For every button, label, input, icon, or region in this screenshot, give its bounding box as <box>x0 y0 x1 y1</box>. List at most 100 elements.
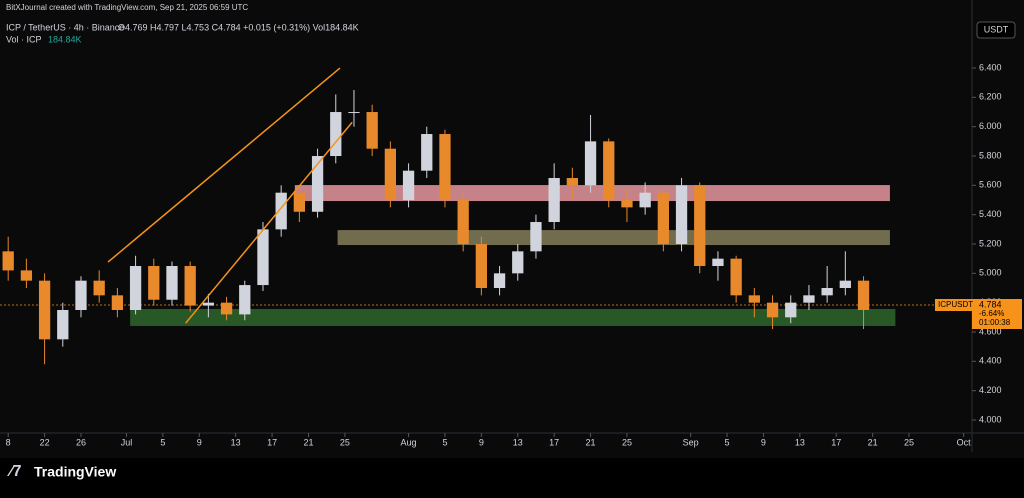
x-tick-label: 21 <box>868 437 878 447</box>
brand: TradingView <box>34 464 116 480</box>
candle-body <box>111 295 124 310</box>
candle-body <box>603 141 615 201</box>
x-tick-label: Sep <box>683 437 699 447</box>
candle-body <box>457 200 469 245</box>
x-tick-label: 5 <box>442 437 447 447</box>
x-tick-label: Aug <box>401 437 417 447</box>
y-tick-label: 6.400 <box>979 62 1002 72</box>
zone <box>294 185 890 202</box>
symbol-label: ICPUSDT <box>938 300 973 309</box>
candle-body <box>493 273 506 288</box>
logo-mark: ⁄7 <box>7 463 22 480</box>
y-tick-label: 4.000 <box>979 414 1002 424</box>
plot-bg <box>0 0 1024 458</box>
candle-body <box>93 280 105 296</box>
candle-body <box>839 280 851 288</box>
candle-body <box>766 302 779 318</box>
candle-body <box>785 302 797 318</box>
symbol: ICP / TetherUS · 4h · Binance <box>6 22 124 32</box>
credit: BitXJournal created with TradingView.com… <box>6 3 248 12</box>
y-tick-label: 4.200 <box>979 385 1002 395</box>
candle-body <box>148 266 160 300</box>
y-tick-label: 5.600 <box>979 180 1002 190</box>
candle-body <box>275 192 287 230</box>
candle-body <box>584 141 597 186</box>
candle-body <box>129 266 142 310</box>
candle-body <box>57 309 69 340</box>
candle-body <box>803 295 815 303</box>
y-tick-label: 5.200 <box>979 238 1002 248</box>
countdown: 01:00:38 <box>979 318 1011 327</box>
candle-body <box>439 134 451 201</box>
price-change: -6.64% <box>979 309 1004 318</box>
candle-body <box>202 302 215 306</box>
zone <box>130 308 896 326</box>
trendline <box>107 67 341 263</box>
candle-body <box>857 280 870 310</box>
x-tick-label: 13 <box>795 437 805 447</box>
candle-body <box>184 266 196 306</box>
candle-body <box>166 266 178 300</box>
candle-body <box>257 229 269 286</box>
x-tick-label: 21 <box>586 437 596 447</box>
candle-body <box>639 192 651 208</box>
x-tick-label: Oct <box>957 437 972 447</box>
x-tick-label: 5 <box>160 437 165 447</box>
x-tick-label: 13 <box>231 437 241 447</box>
x-tick-label: 25 <box>340 437 350 447</box>
candle-body <box>2 251 14 271</box>
candle-body <box>366 112 378 149</box>
x-tick-label: 8 <box>6 437 11 447</box>
candle-body <box>621 200 633 208</box>
x-tick-label: Jul <box>121 437 133 447</box>
candle-body <box>730 258 742 296</box>
y-tick-label: 4.400 <box>979 356 1002 366</box>
x-tick-label: 9 <box>479 437 484 447</box>
candle-body <box>675 185 688 245</box>
y-tick-label: 5.800 <box>979 150 1002 160</box>
candle-body <box>748 295 760 303</box>
candle-body <box>384 148 397 201</box>
x-tick-label: 25 <box>904 437 914 447</box>
x-tick-label: 17 <box>267 437 277 447</box>
zone <box>337 230 890 246</box>
y-tick-label: 6.200 <box>979 92 1002 102</box>
y-tick-label: 6.000 <box>979 121 1002 131</box>
candle-body <box>220 302 233 315</box>
candle-body <box>348 112 360 114</box>
x-tick-label: 17 <box>831 437 841 447</box>
candle-body <box>530 222 542 252</box>
candle-body <box>311 156 324 212</box>
x-tick-label: 22 <box>40 437 50 447</box>
currency-box[interactable] <box>976 21 1016 39</box>
candle-body <box>402 170 415 201</box>
x-tick-label: 17 <box>549 437 559 447</box>
candle-body <box>421 134 433 171</box>
symbol-label-box <box>935 299 972 312</box>
trendline <box>185 121 353 324</box>
candle-body <box>566 178 578 186</box>
candle-body <box>657 192 669 245</box>
x-tick-label: 21 <box>303 437 313 447</box>
candle-body <box>821 288 833 296</box>
volume-label: Vol · ICP <box>6 34 42 44</box>
last-price: 4.784 <box>979 299 1002 309</box>
currency[interactable]: USDT <box>984 24 1009 34</box>
candle-body <box>330 112 342 157</box>
candle-body <box>20 270 33 281</box>
candle-body <box>38 280 51 340</box>
x-tick-label: 9 <box>761 437 766 447</box>
y-tick-label: 4.600 <box>979 326 1002 336</box>
x-tick-label: 13 <box>513 437 523 447</box>
candle-body <box>475 244 488 288</box>
volume-value: 184.84K <box>48 34 82 44</box>
x-tick-label: 25 <box>622 437 632 447</box>
candle-body <box>512 251 524 274</box>
y-tick-label: 5.400 <box>979 209 1002 219</box>
x-tick-label: 26 <box>76 437 86 447</box>
x-tick-label: 9 <box>197 437 202 447</box>
ohlc: O4.769 H4.797 L4.753 C4.784 +0.015 (+0.3… <box>118 22 359 32</box>
candle-body <box>712 258 724 267</box>
